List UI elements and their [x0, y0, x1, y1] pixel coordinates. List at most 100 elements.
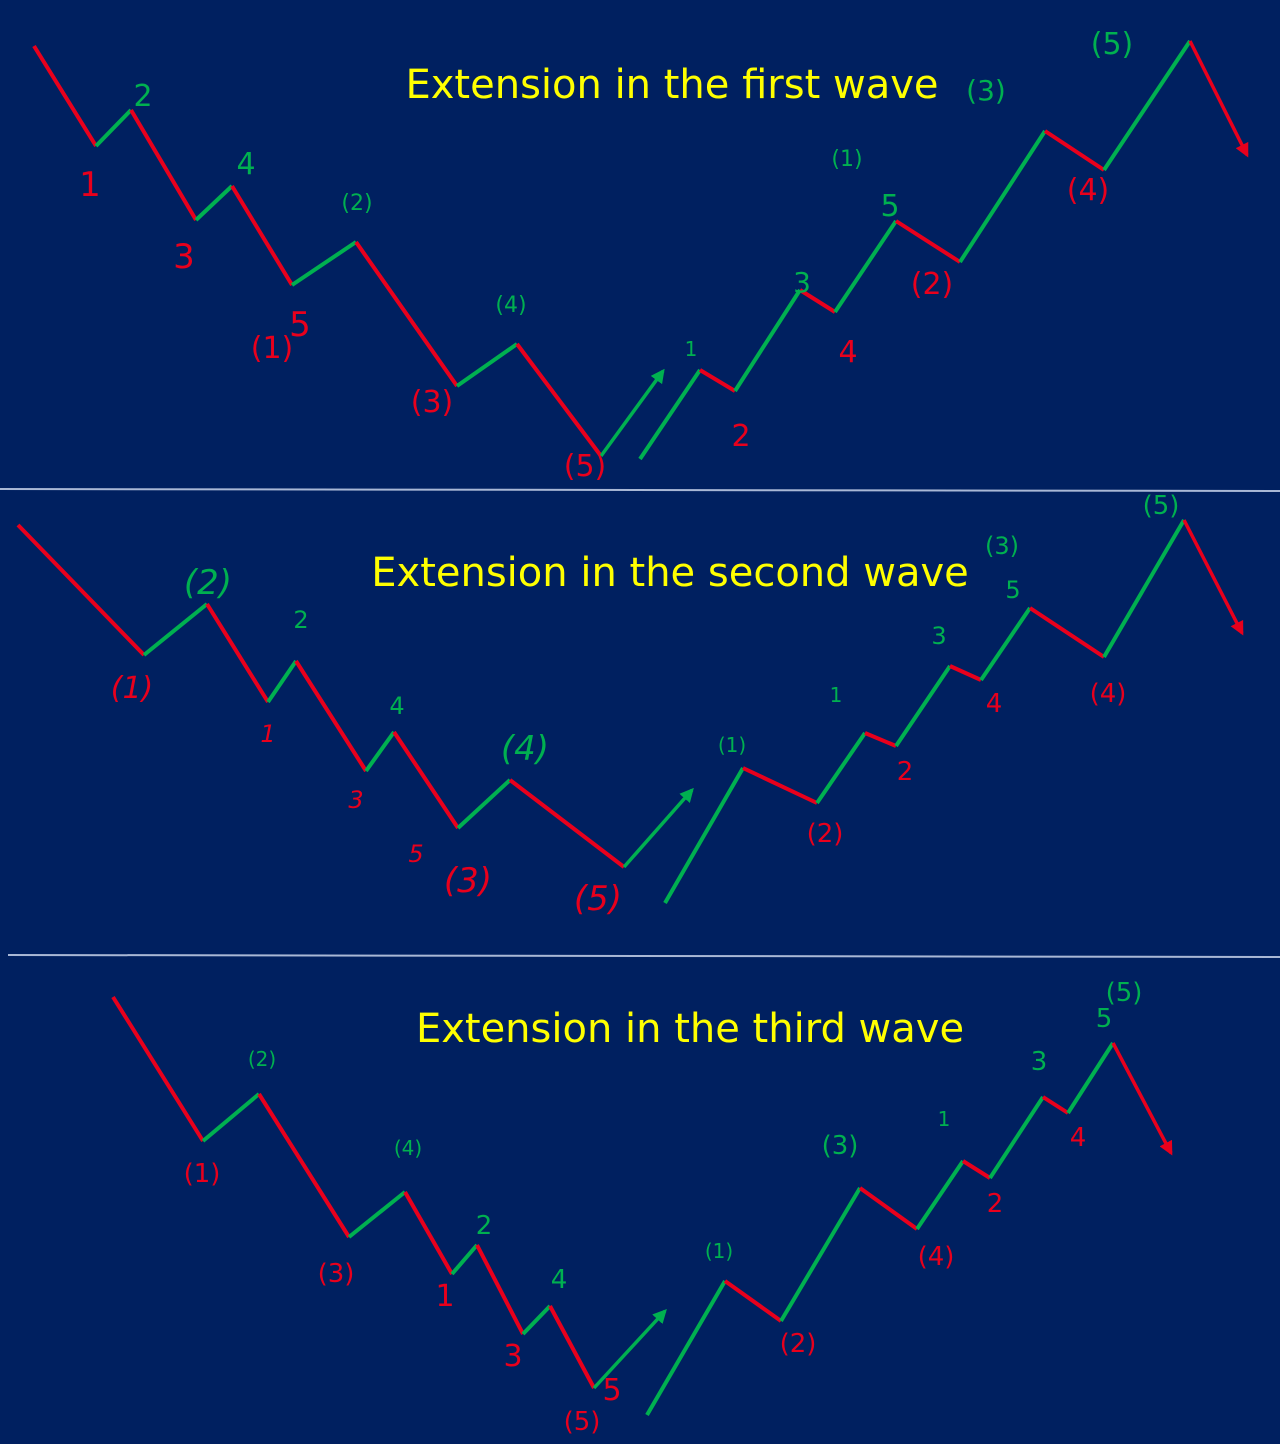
wave-label: (5): [1143, 491, 1180, 521]
impulse-down-segment: [698, 368, 737, 393]
impulse-down-segment: [392, 730, 460, 830]
wave-label: 1: [79, 165, 101, 205]
wave-label: (2): [911, 267, 954, 302]
impulse-up-segment: [1066, 1041, 1115, 1115]
wave-label: 4: [986, 689, 1003, 719]
wave-label: (2): [184, 563, 232, 603]
impulse-up-segment: [894, 664, 952, 748]
impulse-up-segment: [521, 1304, 552, 1336]
wave-label: (5): [574, 879, 622, 919]
impulse-up-segment: [1102, 518, 1186, 659]
wave-label: (5): [564, 1407, 601, 1437]
wave-label: (4): [1090, 679, 1127, 709]
panel-title: Extension in the second wave: [371, 550, 969, 596]
wave-label: 1: [830, 683, 843, 707]
wave-label: 4: [1070, 1123, 1087, 1153]
impulse-down-segment: [798, 288, 837, 314]
impulse-up-segment: [733, 288, 802, 393]
wave-label: (4): [918, 1242, 955, 1272]
wave-label: (4): [1067, 173, 1110, 208]
wave-label: 4: [236, 147, 255, 182]
impulse-down-segment: [508, 778, 626, 869]
arrow-up-icon: [592, 1308, 667, 1390]
panel-third-wave-extension: Extension in the third wave (1) (2) (3) (4) 1…: [111, 978, 1173, 1437]
impulse-down-segment: [111, 995, 205, 1143]
wave-label: (5): [1091, 27, 1134, 62]
impulse-up-segment: [833, 219, 898, 314]
impulse-down-segment: [858, 1186, 919, 1231]
wave-label: (1): [718, 733, 746, 757]
impulse-down-segment: [742, 766, 818, 805]
wave-label: 2: [731, 419, 750, 454]
panels: Extension in the first wave 1 2 3 4 (1) 5 (2) (3…: [16, 27, 1249, 1437]
wave-label: (2): [780, 1329, 817, 1359]
impulse-up-segment: [266, 659, 298, 704]
wave-label: (4): [501, 729, 549, 769]
impulse-down-segment: [32, 44, 98, 148]
impulse-up-segment: [638, 368, 702, 461]
wave-label: 1: [435, 1279, 454, 1314]
wave-label: 5: [408, 840, 423, 868]
wave-label: 2: [987, 1189, 1004, 1219]
impulse-down-segment: [403, 1191, 454, 1275]
panel-title: Extension in the first wave: [405, 62, 938, 108]
wave-label: 5: [602, 1373, 621, 1408]
wave-label: 4: [551, 1265, 568, 1295]
impulse-up-segment: [979, 606, 1032, 682]
wave-label: 3: [931, 622, 946, 650]
wave-label: (3): [822, 1131, 859, 1161]
wave-label: (5): [1106, 978, 1143, 1008]
panel-first-wave-extension: Extension in the first wave1234(1)5(2)(3…: [32, 27, 1249, 484]
wave-label: 1: [260, 720, 275, 748]
wave-label: (1): [705, 1239, 733, 1263]
wave-label: 5: [289, 305, 311, 345]
arrow-up-icon: [622, 787, 694, 869]
impulse-up-segment: [645, 1279, 727, 1417]
impulse-up-segment: [1102, 39, 1192, 172]
impulse-up-segment: [456, 778, 512, 830]
impulse-up-segment: [815, 731, 867, 805]
wave-label: 5: [880, 189, 899, 224]
wave-label: (1): [111, 671, 154, 706]
wave-label: 5: [1096, 1004, 1113, 1034]
arrow-down-icon: [1182, 519, 1244, 636]
impulse-down-segment: [1041, 1095, 1070, 1115]
impulse-down-segment: [354, 240, 459, 388]
panel-title: Extension in the third wave: [416, 1006, 964, 1052]
impulse-down-segment: [129, 108, 198, 222]
impulse-up-segment: [364, 730, 396, 773]
impulse-down-segment: [1043, 129, 1106, 172]
impulse-down-segment: [1028, 606, 1106, 659]
wave-label: (3): [985, 532, 1019, 560]
wave-label: 3: [503, 1339, 522, 1374]
impulse-down-segment: [949, 664, 982, 682]
wave-label: 2: [476, 1211, 493, 1241]
impulse-up-segment: [779, 1186, 862, 1323]
panel-dividers: [0, 488, 1280, 958]
wave-label: 1: [938, 1107, 951, 1131]
wave-label: (3): [318, 1259, 355, 1289]
impulse-down-segment: [205, 602, 270, 704]
impulse-down-segment: [475, 1244, 525, 1335]
wave-label: 4: [389, 692, 404, 720]
impulse-down-segment: [548, 1305, 596, 1389]
wave-label: (1): [831, 147, 862, 172]
panel-divider: [0, 488, 1280, 492]
impulse-down-segment: [16, 523, 146, 657]
impulse-up-segment: [290, 240, 358, 287]
arrow-up-icon: [599, 368, 665, 458]
wave-label: (4): [394, 1136, 422, 1160]
impulse-down-segment: [961, 1159, 992, 1180]
wave-label: (1): [184, 1159, 221, 1189]
wave-label: 3: [348, 786, 363, 814]
impulse-down-segment: [257, 1092, 351, 1239]
wave-label: (3): [411, 385, 454, 420]
wave-label: (5): [564, 449, 607, 484]
impulse-up-segment: [663, 766, 745, 905]
arrow-down-icon: [1111, 1042, 1173, 1156]
impulse-down-segment: [230, 184, 294, 287]
wave-label: 5: [1005, 576, 1020, 604]
wave-label: (2): [807, 819, 844, 849]
